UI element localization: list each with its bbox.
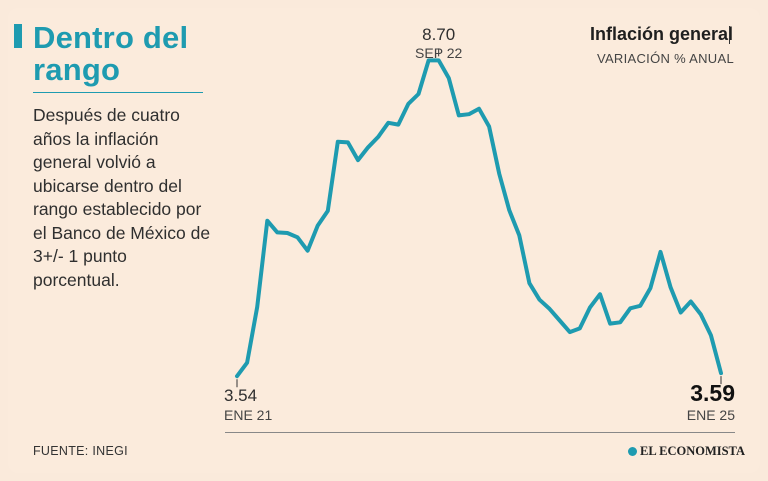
annotation-date: SEP 22 bbox=[415, 45, 462, 61]
source-note: FUENTE: INEGI bbox=[33, 444, 128, 458]
logo-dot-icon bbox=[628, 447, 637, 456]
annotation-value: 3.54 bbox=[224, 386, 257, 405]
annotation-value: 8.70 bbox=[422, 25, 455, 44]
title-accent-bar bbox=[14, 24, 22, 48]
chart-card bbox=[8, 8, 760, 473]
chart-subtitle: VARIACIÓN % ANUAL bbox=[596, 51, 734, 66]
annotation-date: ENE 25 bbox=[687, 407, 735, 423]
annotation-date: ENE 21 bbox=[224, 407, 272, 423]
brand-logo: EL ECONOMISTA bbox=[628, 444, 745, 459]
headline: Dentro del rango bbox=[33, 22, 213, 86]
brand-name: EL ECONOMISTA bbox=[640, 444, 745, 458]
headline-divider bbox=[33, 92, 203, 93]
headline-line-2: rango bbox=[33, 52, 121, 87]
headline-line-1: Dentro del bbox=[33, 20, 189, 55]
description-text: Después de cuatro años la inflación gene… bbox=[33, 105, 211, 290]
annotation-value: 3.59 bbox=[690, 380, 735, 406]
chart-title-separator bbox=[729, 26, 730, 44]
inflation-line bbox=[235, 58, 723, 379]
chart-title: Inflación general bbox=[589, 24, 733, 44]
x-axis-line bbox=[225, 432, 735, 433]
